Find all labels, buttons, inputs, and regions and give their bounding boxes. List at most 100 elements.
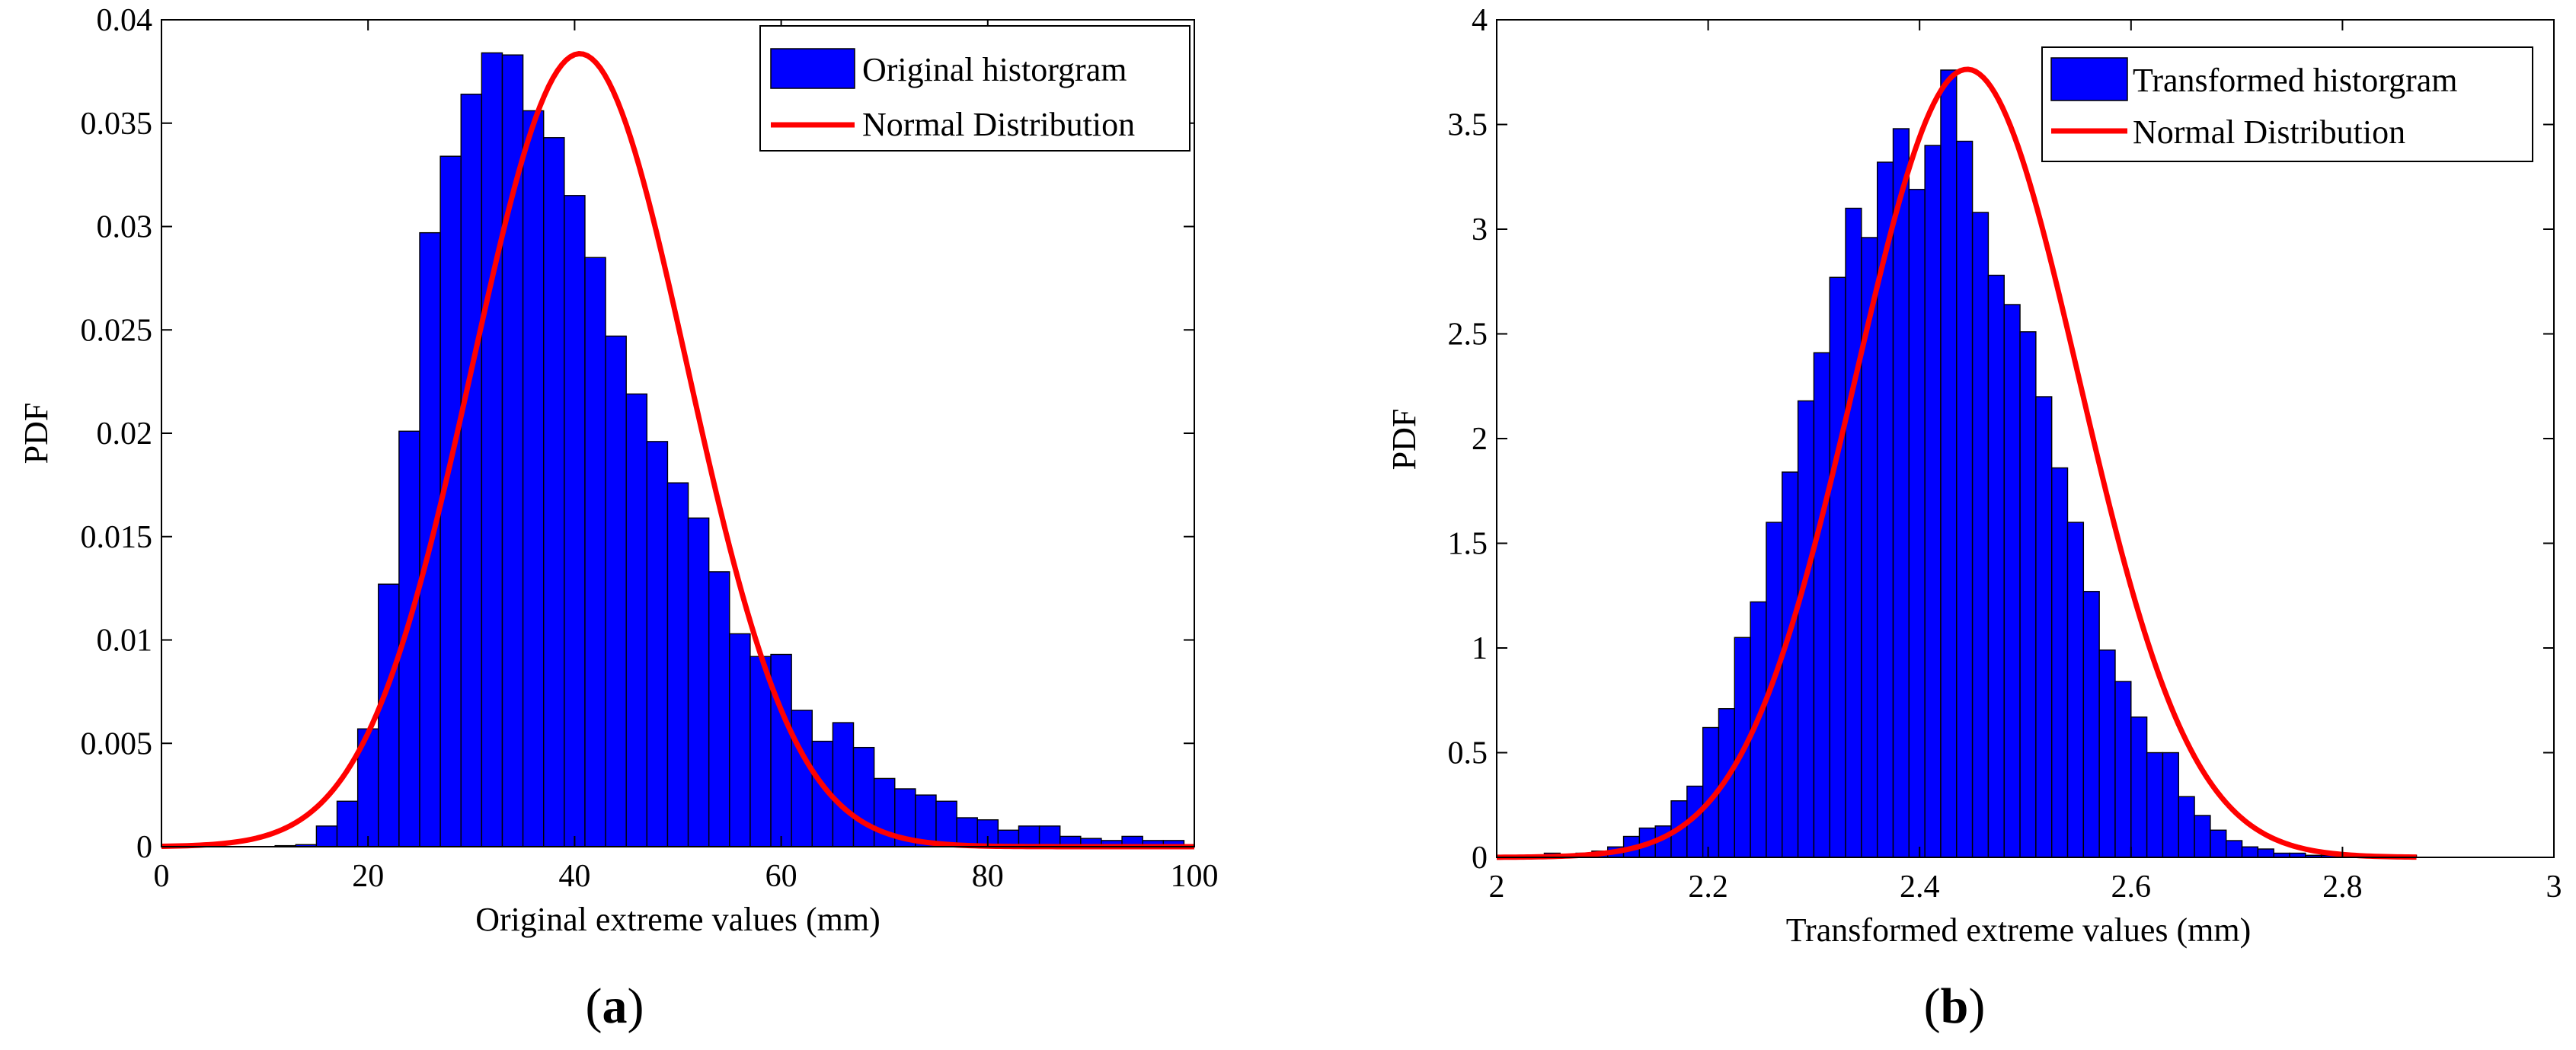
histogram-bar bbox=[2146, 752, 2164, 858]
histogram-bar bbox=[2066, 522, 2085, 858]
y-tick-label: 0.015 bbox=[81, 520, 153, 555]
histogram-bar bbox=[2098, 649, 2116, 858]
panel-label-b: (b) bbox=[1924, 978, 1986, 1034]
histogram-bar bbox=[336, 800, 359, 847]
ticks-a: 0 20 40 60 80 100 0 0.005 0.01 0.015 0.02 0.025 0.03… bbox=[81, 3, 1219, 894]
x-axis-label-b: Transformed extreme values (mm) bbox=[1786, 911, 2252, 949]
histogram-bar bbox=[687, 517, 710, 847]
y-tick-label: 4 bbox=[1472, 3, 1488, 38]
legend-label-histogram-b: Transformed historgram bbox=[2133, 62, 2458, 99]
histogram-bar bbox=[2210, 829, 2227, 858]
x-axis-label-a: Original extreme values (mm) bbox=[475, 901, 880, 938]
x-tick-label: 100 bbox=[1171, 859, 1219, 894]
y-tick-label: 0.04 bbox=[97, 3, 153, 38]
legend-swatch-histogram-a bbox=[770, 48, 855, 89]
x-tick-label: 20 bbox=[352, 859, 384, 894]
histogram-bar bbox=[2162, 752, 2179, 858]
histogram-bar bbox=[832, 722, 855, 847]
x-tick-label: 60 bbox=[765, 859, 797, 894]
histogram-bar bbox=[1987, 274, 2005, 858]
histogram-bar bbox=[749, 656, 772, 847]
histogram-bar bbox=[2226, 840, 2243, 858]
histogram-bar bbox=[2019, 331, 2037, 858]
x-tick-label: 2 bbox=[1489, 870, 1505, 905]
panel-a: 0 20 40 60 80 100 0 0.005 0.01 0.015 0.02 0.025 0.03… bbox=[18, 3, 1219, 1034]
y-tick-label: 0.03 bbox=[97, 210, 153, 245]
y-tick-label: 0.02 bbox=[97, 416, 153, 452]
histogram-bar bbox=[1829, 276, 1846, 858]
y-tick-label: 1.5 bbox=[1448, 527, 1488, 562]
histogram-bar bbox=[729, 633, 751, 847]
histogram-bar bbox=[1813, 352, 1830, 858]
histogram-bar bbox=[543, 137, 565, 847]
x-tick-label: 0 bbox=[154, 859, 170, 894]
histogram-bar bbox=[646, 441, 669, 847]
histogram-bar bbox=[1782, 471, 1799, 858]
histogram-bar bbox=[460, 94, 483, 847]
x-tick-label: 80 bbox=[972, 859, 1004, 894]
histogram-bars-a bbox=[274, 52, 1185, 847]
histogram-bar bbox=[2035, 396, 2053, 858]
histogram-bar bbox=[2114, 681, 2132, 858]
y-tick-label: 2 bbox=[1472, 422, 1488, 457]
histogram-bar bbox=[956, 817, 978, 847]
histogram-bar bbox=[315, 825, 338, 847]
y-tick-label: 2.5 bbox=[1448, 318, 1488, 353]
y-tick-label: 0.035 bbox=[81, 107, 153, 142]
histogram-bar bbox=[1797, 400, 1815, 858]
histogram-bar bbox=[2241, 846, 2259, 858]
histogram-bar bbox=[1018, 825, 1040, 847]
legend-b: Transformed historgram Normal Distributi… bbox=[2041, 46, 2533, 162]
ticks-b: 2 2.2 2.4 2.6 2.8 3 0 0.5 1 1.5 2 2.5 3 3.5 4 bbox=[1448, 3, 2562, 905]
histogram-bar bbox=[2082, 591, 2100, 858]
y-tick-label: 0 bbox=[136, 830, 152, 865]
histogram-bar bbox=[1971, 212, 1990, 858]
histogram-bar bbox=[1038, 825, 1061, 847]
x-tick-label: 2.4 bbox=[1900, 870, 1940, 905]
y-tick-label: 0.5 bbox=[1448, 736, 1488, 771]
y-axis-label-a: PDF bbox=[18, 403, 55, 464]
histogram-bar bbox=[1845, 207, 1862, 858]
y-tick-label: 1 bbox=[1472, 631, 1488, 666]
legend-label-normal-b: Normal Distribution bbox=[2133, 113, 2405, 151]
histogram-bar bbox=[935, 800, 957, 847]
y-tick-label: 3 bbox=[1472, 212, 1488, 247]
histogram-bar bbox=[584, 257, 606, 847]
y-tick-label: 0 bbox=[1472, 841, 1488, 876]
panel-b: 2 2.2 2.4 2.6 2.8 3 0 0.5 1 1.5 2 2.5 3 3.5 4 Transfor… bbox=[1385, 3, 2562, 1034]
histogram-bar bbox=[2257, 848, 2274, 858]
legend-a: Original historgram Normal Distribution bbox=[759, 25, 1191, 152]
x-tick-label: 2.2 bbox=[1688, 870, 1728, 905]
histogram-bar bbox=[1861, 237, 1878, 858]
histogram-bar bbox=[2178, 796, 2195, 858]
x-tick-label: 3 bbox=[2546, 870, 2562, 905]
x-tick-label: 2.6 bbox=[2111, 870, 2152, 905]
legend-label-normal-a: Normal Distribution bbox=[862, 106, 1135, 143]
panel-letter-b: b bbox=[1941, 978, 1969, 1034]
histogram-bar bbox=[2130, 716, 2148, 858]
histogram-bar bbox=[852, 746, 875, 847]
histogram-bar bbox=[2003, 304, 2021, 858]
histogram-bar bbox=[1940, 69, 1958, 858]
histogram-bar bbox=[666, 482, 689, 847]
y-tick-label: 0.01 bbox=[97, 624, 153, 659]
x-tick-label: 40 bbox=[558, 859, 590, 894]
histogram-bar bbox=[1908, 189, 1926, 858]
histogram-bar bbox=[625, 393, 648, 847]
histogram-bar bbox=[2194, 815, 2211, 858]
histogram-bar bbox=[605, 335, 627, 847]
histogram-bar bbox=[1956, 140, 1974, 858]
panel-letter-a: a bbox=[602, 978, 628, 1034]
normal-curve-b bbox=[1496, 66, 2417, 860]
histogram-bar bbox=[564, 195, 586, 847]
histogram-bar bbox=[770, 653, 792, 847]
histogram-bar bbox=[1892, 128, 1910, 858]
histogram-bar bbox=[522, 110, 545, 847]
histogram-bar bbox=[2050, 467, 2069, 858]
histogram-bar bbox=[708, 571, 730, 847]
legend-label-histogram-a: Original historgram bbox=[862, 51, 1127, 88]
histogram-bar bbox=[915, 794, 937, 847]
y-tick-label: 0.005 bbox=[81, 726, 153, 761]
x-tick-label: 2.8 bbox=[2322, 870, 2363, 905]
